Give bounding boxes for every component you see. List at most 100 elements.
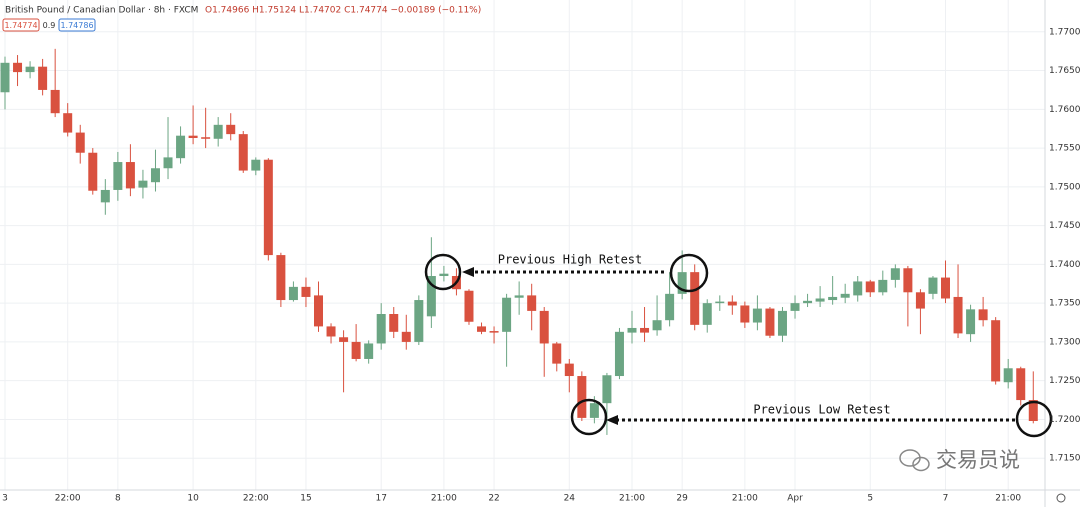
candle-body <box>314 295 323 327</box>
candle-body <box>276 255 286 301</box>
grid <box>0 0 1045 490</box>
candle-body <box>803 300 813 304</box>
candle-body <box>163 157 173 169</box>
x-tick-label: 8 <box>115 494 121 504</box>
candle-body <box>978 309 988 321</box>
y-tick-label: 1.72000 <box>1049 415 1080 425</box>
candle-body <box>138 180 148 188</box>
low-arrow-head <box>606 415 618 425</box>
candle-body <box>790 303 800 311</box>
candle-body <box>514 295 524 298</box>
x-tick-label: 7 <box>943 494 949 504</box>
retest-circles <box>424 253 1053 438</box>
candle-body <box>765 308 775 336</box>
candle-body <box>777 310 787 336</box>
candle-body <box>426 276 436 317</box>
candle-body <box>991 320 1001 382</box>
candle-body <box>539 310 549 344</box>
candle-body <box>376 314 386 344</box>
candle-body <box>690 272 700 325</box>
candle-body <box>953 296 963 334</box>
candle-body <box>439 273 449 277</box>
candle-body <box>238 134 248 171</box>
candle-body <box>489 331 499 333</box>
candle-body <box>740 305 750 323</box>
y-tick-label: 1.72500 <box>1049 376 1080 386</box>
candle-body <box>201 137 211 139</box>
x-tick-label: 21:00 <box>732 494 758 504</box>
candle-body <box>414 300 424 342</box>
y-tick-label: 1.73500 <box>1049 299 1080 309</box>
candle-body <box>288 286 298 301</box>
y-tick-label: 1.77000 <box>1049 27 1080 37</box>
candle-body <box>176 135 186 159</box>
candle-body <box>878 279 888 293</box>
x-tick-label: 22:00 <box>243 494 269 504</box>
candle-body <box>301 286 311 297</box>
candle-body <box>890 268 900 280</box>
candles <box>0 48 1038 435</box>
candle-body <box>13 62 23 73</box>
candle-body <box>865 281 875 293</box>
candle-body <box>50 89 60 114</box>
candle-body <box>640 327 650 333</box>
candle-body <box>100 189 110 203</box>
candle-body <box>602 375 612 404</box>
candle-body <box>828 296 838 301</box>
x-tick-label: 3 <box>2 494 8 504</box>
candle-body <box>614 331 624 377</box>
candle-body <box>727 301 737 306</box>
y-tick-label: 1.74500 <box>1049 221 1080 231</box>
candle-body <box>702 303 712 325</box>
watermark-icon <box>899 449 930 472</box>
candle-body <box>88 152 98 191</box>
y-tick-label: 1.74000 <box>1049 260 1080 270</box>
x-tick-label: 21:00 <box>431 494 457 504</box>
candle-body <box>840 293 850 298</box>
candle-body <box>552 343 562 364</box>
buy-price: 1.74786 <box>60 21 93 30</box>
candle-body <box>903 268 913 293</box>
candle-body <box>928 277 938 294</box>
high-retest-label: Previous High Retest <box>498 253 643 267</box>
candle-body <box>75 132 85 153</box>
candle-body <box>25 66 35 73</box>
candle-body <box>389 314 399 332</box>
candle-body <box>853 281 863 296</box>
settings-icon[interactable] <box>1056 493 1066 503</box>
candle-body <box>589 403 599 418</box>
candle-body <box>263 159 273 256</box>
candle-body <box>0 62 10 93</box>
sell-box[interactable] <box>2 18 40 32</box>
x-tick-label: 24 <box>564 494 576 504</box>
buy-box[interactable] <box>58 18 96 32</box>
candle-body <box>364 343 374 359</box>
candle-body <box>627 327 637 333</box>
x-tick-label: 10 <box>187 494 199 504</box>
candle-body <box>502 297 512 332</box>
x-tick-label: Apr <box>787 494 803 504</box>
candle-body <box>1028 400 1038 421</box>
candle-body <box>188 135 198 139</box>
watermark: 交易员说 <box>936 448 1020 472</box>
candle-body <box>464 290 474 322</box>
x-tick-label: 17 <box>375 494 386 504</box>
candle-body <box>401 331 411 342</box>
candle-body <box>150 168 160 183</box>
candle-body <box>665 293 675 321</box>
candle-body <box>226 124 236 135</box>
candle-body <box>125 162 135 189</box>
x-tick-label: 29 <box>676 494 688 504</box>
candle-body <box>966 309 976 335</box>
candle-body <box>1016 368 1026 401</box>
candle-body <box>527 295 537 311</box>
candle-body <box>326 326 336 337</box>
candle-body <box>113 162 123 190</box>
candle-body <box>941 277 950 299</box>
y-tick-label: 1.76000 <box>1049 105 1080 115</box>
sell-price: 1.74774 <box>4 21 37 30</box>
candle-body <box>38 66 48 90</box>
candle-body <box>815 298 825 302</box>
candle-body <box>63 113 73 133</box>
